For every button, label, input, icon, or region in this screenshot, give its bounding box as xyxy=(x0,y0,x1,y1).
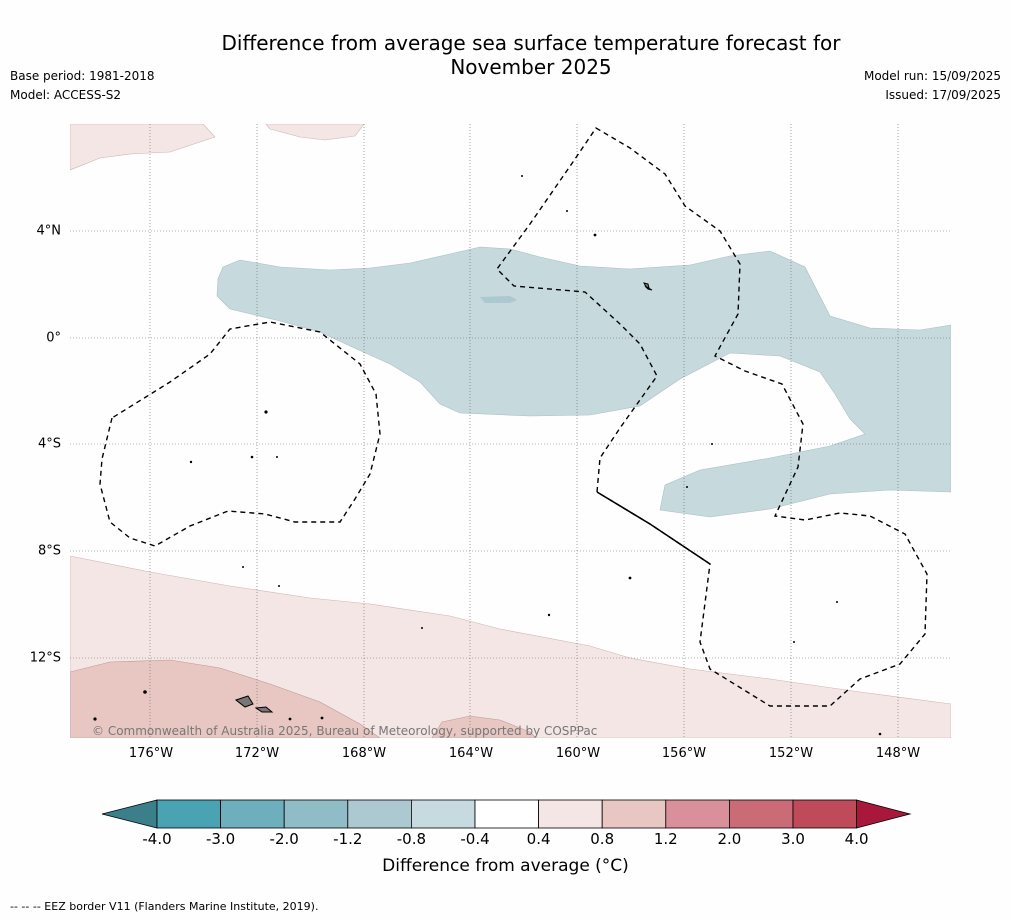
title-line-1: Difference from average sea surface temp… xyxy=(221,31,841,55)
map-svg xyxy=(70,124,951,738)
atoll-7 xyxy=(566,210,568,212)
atoll-10 xyxy=(628,576,632,580)
atoll-1 xyxy=(264,410,268,414)
model-name: Model: ACCESS-S2 xyxy=(10,88,122,102)
map-area xyxy=(70,124,951,738)
colorbar-tick-label: -4.0 xyxy=(142,830,172,848)
model-run: Model run: 15/09/2025 xyxy=(863,69,1001,83)
colorbar-segment xyxy=(474,799,539,829)
atoll-17 xyxy=(320,716,324,720)
colorbar-tick-label: 0.4 xyxy=(526,830,551,848)
colorbar-segment xyxy=(538,799,603,829)
warm-patch-top-mid xyxy=(265,124,365,141)
small-islands xyxy=(93,175,882,736)
meta-left: Base period: 1981-2018 Model: ACCESS-S2 xyxy=(10,67,155,105)
base-period: Base period: 1981-2018 xyxy=(10,69,155,83)
colorbar-tick-label: -1.2 xyxy=(333,830,363,848)
warm-patch-small xyxy=(431,715,537,738)
eez-border-tokelau xyxy=(99,321,381,547)
colorbar-tick-label: -2.0 xyxy=(269,830,299,848)
colorbar-tick-label: -0.4 xyxy=(460,830,490,848)
eez-borders xyxy=(99,127,928,707)
colorbar-segment xyxy=(601,799,667,829)
lat-label-0: 0° xyxy=(46,330,61,346)
colorbar-segment xyxy=(220,799,285,829)
warm-patch-top-left xyxy=(70,124,216,171)
atoll-16 xyxy=(288,717,292,721)
atoll-19 xyxy=(278,585,280,587)
atoll-15 xyxy=(93,717,97,721)
warm-patch-samoa xyxy=(70,659,381,738)
title-line-2: November 2025 xyxy=(450,55,612,79)
colorbar-tick-label: 1.2 xyxy=(653,830,678,848)
atoll-9 xyxy=(686,486,688,488)
colorbar-tick-label: 0.8 xyxy=(590,830,615,848)
colorbar-segment xyxy=(665,799,730,829)
atoll-13 xyxy=(836,601,838,603)
lon-label-164w: 164°W xyxy=(448,746,494,761)
atoll-5 xyxy=(593,233,597,237)
issued-date: Issued: 17/09/2025 xyxy=(885,88,1001,102)
lon-label-176w: 176°W xyxy=(128,746,174,761)
gridlines xyxy=(70,124,951,738)
colorbar-segment xyxy=(410,799,476,829)
atoll-18 xyxy=(242,566,244,568)
lon-label-160w: 160°W xyxy=(555,746,601,761)
island-savaii xyxy=(234,695,254,708)
colorbar-tick-label: 2.0 xyxy=(717,830,742,848)
colorbar-segment xyxy=(156,799,221,829)
lat-label-4s: 4°S xyxy=(37,436,61,452)
lat-label-12s: 12°S xyxy=(29,650,61,666)
colorbar-segment xyxy=(283,799,349,829)
cool-patch-small xyxy=(480,296,517,303)
eez-border-solid xyxy=(596,491,711,565)
atoll-2 xyxy=(250,455,254,459)
colorbar-tick-label: -0.8 xyxy=(396,830,427,848)
lat-label-4n: 4°N xyxy=(36,223,62,239)
atoll-20 xyxy=(793,641,795,643)
colorbar-segment xyxy=(729,799,794,829)
atoll-14 xyxy=(143,690,147,694)
colorbar-under-triangle xyxy=(101,799,158,829)
atoll-4 xyxy=(276,456,278,458)
eez-border-note: -- -- -- EEZ border V11 (Flanders Marine… xyxy=(10,900,319,913)
islands xyxy=(234,282,653,713)
colorbar-title: Difference from average (°C) xyxy=(382,856,629,876)
island-kiritimati xyxy=(644,285,653,291)
atoll-21 xyxy=(878,732,882,736)
cool-band-equatorial xyxy=(216,246,951,518)
atoll-11 xyxy=(547,613,551,617)
colorbar-tick-label: 4.0 xyxy=(844,830,869,848)
colorbar-segment xyxy=(792,799,857,829)
meta-right: Model run: 15/09/2025 Issued: 17/09/2025 xyxy=(864,67,1001,105)
colorbar-over-triangle xyxy=(856,799,912,829)
island-upolu xyxy=(254,706,274,713)
atoll-6 xyxy=(521,175,523,177)
lon-label-152w: 152°W xyxy=(768,746,814,761)
colorbar xyxy=(101,799,912,829)
lon-label-148w: 148°W xyxy=(875,746,921,761)
colorbar-tick-label: -3.0 xyxy=(205,830,236,848)
colorbar-segment xyxy=(347,799,412,829)
atoll-8 xyxy=(711,443,713,445)
lon-label-156w: 156°W xyxy=(661,746,707,761)
atoll-12 xyxy=(421,627,423,629)
copyright-credit: © Commonwealth of Australia 2025, Bureau… xyxy=(92,724,598,738)
chart-title: Difference from average sea surface temp… xyxy=(0,31,1011,79)
colorbar-tick-label: 3.0 xyxy=(781,830,805,848)
atoll-3 xyxy=(189,460,193,464)
lon-label-172w: 172°W xyxy=(234,746,280,761)
eez-border-kiribati-north xyxy=(496,127,928,707)
lon-label-168w: 168°W xyxy=(341,746,387,761)
lat-label-8s: 8°S xyxy=(37,543,61,559)
